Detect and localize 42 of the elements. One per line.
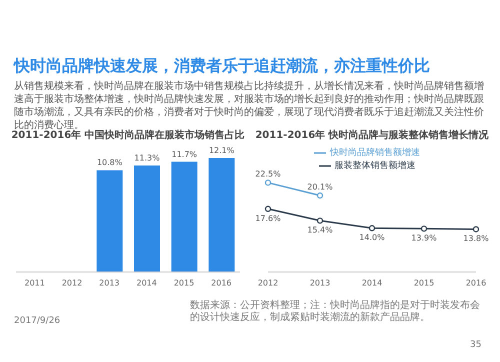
chart-title: 2011-2016年 中国快时尚品牌在服装市场销售占比 (10, 129, 246, 142)
chart-title: 2011-2016年 快时尚品牌与服装整体销售增长情况 (254, 128, 490, 142)
point (264, 180, 272, 186)
x-tick-label: 2011 (24, 278, 45, 288)
legend-label: 快时尚品牌销售额增速 (330, 148, 420, 158)
data-label: 11.3% (134, 154, 160, 163)
data-label: 12.1% (208, 146, 235, 155)
x-tick-label: 2014 (136, 278, 157, 288)
data-label: 10.8% (96, 158, 123, 168)
text: 快时尚品牌快速发展，消费者乐于追赶潮流，亦注重性价比 (14, 56, 430, 77)
point (316, 192, 324, 199)
bar (134, 166, 160, 272)
point (472, 226, 480, 232)
data-label: 14.0% (359, 233, 386, 242)
data-label: 20.1% (307, 182, 334, 192)
legend-label: 服装整体销售额增速 (334, 161, 416, 171)
x-tick-label: 2015 (174, 278, 194, 288)
bar (96, 170, 123, 272)
text: 35 (470, 340, 482, 350)
point (264, 206, 272, 212)
x-tick-label: 2015 (414, 278, 434, 288)
x-tick-label: 2013 (99, 278, 120, 288)
data-label: 11.7% (172, 150, 198, 159)
data-label: 17.6% (255, 214, 282, 223)
point (368, 225, 376, 232)
x-tick-label: 2016 (211, 278, 232, 288)
x-tick-label: 2013 (310, 278, 330, 288)
data-label: 13.9% (411, 234, 438, 243)
data-label: 13.8% (463, 234, 490, 244)
data-label: 15.4% (307, 226, 334, 235)
x-tick-label: 2012 (258, 278, 278, 288)
x-tick-label: 2012 (62, 278, 82, 288)
bar (171, 162, 198, 272)
data-label: 22.5% (255, 170, 282, 179)
text: 从销售规模来看，快时尚品牌在服装市场中销售规模占比持续提升，从增长情况来看，快时尚品牌销售额增速高于服装市场整体增速，快时尚品牌快速发展，对服装市场的增长起到良好的推动作用；快时尚品牌既跟随市场潮流，又具有亲民的价格，消费者对于快时尚的偏爱，展现了现代消费者既乐于追赶潮流又关注性价比的消费心理。 (14, 81, 484, 131)
point (420, 226, 428, 232)
point (316, 218, 324, 224)
text: 2017/9/26 (14, 316, 60, 326)
bar (208, 158, 235, 272)
x-tick-label: 2016 (466, 278, 486, 288)
x-tick-label: 2014 (362, 278, 382, 288)
source-note: 数据来源：公开资料整理；注：快时尚品牌指的是对于时装发布会的设计快速反应，制成紧贴时装潮流的新款产品品牌。 (190, 300, 480, 324)
